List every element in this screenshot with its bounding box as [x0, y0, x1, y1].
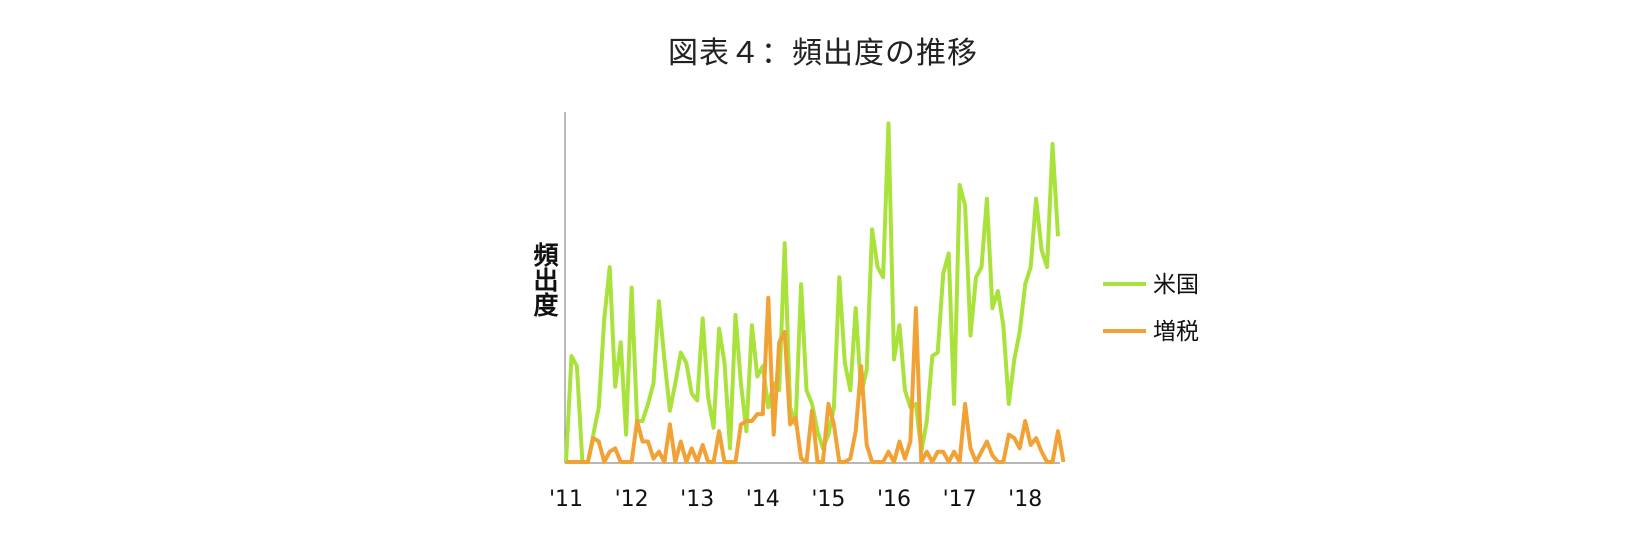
x-tick-label: '18: [1008, 487, 1042, 512]
x-tick-label: '15: [811, 487, 845, 512]
x-tick-label: '12: [615, 487, 649, 512]
legend-label-1: 増税: [1153, 319, 1199, 345]
y-axis-label: 頻出度: [530, 242, 559, 317]
x-tick-label: '14: [746, 487, 780, 512]
x-tick-label: '17: [943, 487, 977, 512]
legend-label-0: 米国: [1153, 272, 1199, 298]
x-tick-label: '16: [877, 487, 911, 512]
series-layer: [564, 121, 1066, 464]
series-line-0: [564, 121, 1060, 464]
x-tick-label: '11: [549, 487, 583, 512]
series-line-1: [566, 295, 1066, 464]
chart-title: 図表４：頻出度の推移: [668, 36, 978, 71]
x-tick-label: '13: [680, 487, 714, 512]
x-tick-labels: '11 '12 '13 '14 '15 '16 '17 '18: [549, 487, 1042, 512]
